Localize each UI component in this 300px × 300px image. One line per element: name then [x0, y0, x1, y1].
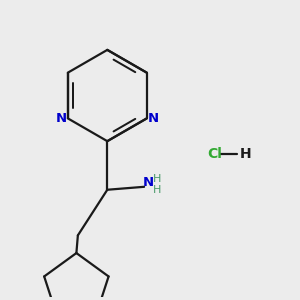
Text: Cl: Cl	[207, 146, 222, 161]
Text: H: H	[153, 185, 161, 195]
Text: N: N	[56, 112, 67, 125]
Text: N: N	[143, 176, 154, 190]
Text: N: N	[148, 112, 159, 125]
Text: H: H	[153, 174, 161, 184]
Text: H: H	[240, 146, 251, 161]
